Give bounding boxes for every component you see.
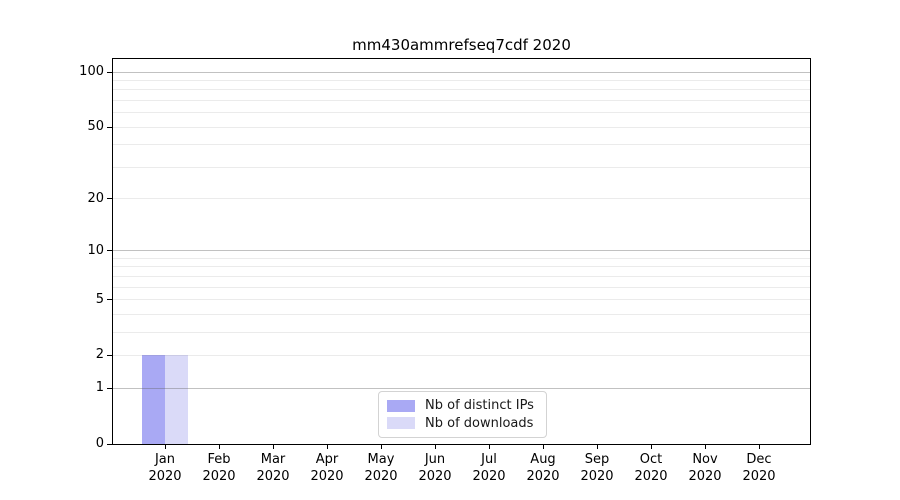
x-tick-label-jun: Jun 2020 <box>418 452 452 484</box>
y-tick-label-1: 1 <box>95 380 104 396</box>
x-tick-jun <box>434 444 436 449</box>
gridline-minor-3 <box>113 331 810 333</box>
legend-item-downloads: Nb of downloads <box>387 416 538 431</box>
y-tick-2 <box>107 354 113 356</box>
x-tick-mar <box>272 444 274 449</box>
gridline-major-10 <box>113 250 810 252</box>
x-tick-label-apr: Apr 2020 <box>310 452 344 484</box>
x-tick-label-mar: Mar 2020 <box>256 452 290 484</box>
gridline-minor-5 <box>113 299 810 301</box>
y-tick-0 <box>107 443 113 445</box>
legend-label-downloads: Nb of downloads <box>425 415 534 431</box>
plot-area: 0 1 2 5 10 20 50 100 Jan 2020 Feb 2020 Mar 2020 Apr… <box>79 58 811 484</box>
x-tick-nov <box>704 444 706 449</box>
x-tick-sep <box>596 444 598 449</box>
legend: Nb of distinct IPs Nb of downloads <box>378 391 547 438</box>
x-tick-oct <box>650 444 652 449</box>
gridline-minor-60 <box>113 112 810 114</box>
x-tick-feb <box>218 444 220 449</box>
x-tick-label-aug: Aug 2020 <box>526 452 560 484</box>
y-tick-label-0: 0 <box>95 436 104 451</box>
x-tick-label-nov: Nov 2020 <box>688 452 722 484</box>
y-tick-10 <box>107 250 113 252</box>
x-tick-label-jul: Jul 2020 <box>472 452 506 484</box>
legend-label-distinct-ips: Nb of distinct IPs <box>425 398 534 414</box>
gridline-minor-30 <box>113 166 810 168</box>
chart-title: mm430ammrefseq7cdf 2020 <box>352 36 571 54</box>
gridline-major-1 <box>113 387 810 389</box>
gridline-minor-4 <box>113 313 810 315</box>
y-tick-1 <box>107 387 113 389</box>
gridline-minor-90 <box>113 80 810 82</box>
x-tick-aug <box>542 444 544 449</box>
x-tick-label-feb: Feb 2020 <box>202 452 236 484</box>
gridline-minor-6 <box>113 286 810 288</box>
gridline-minor-40 <box>113 144 810 146</box>
gridline-minor-8 <box>113 266 810 268</box>
x-tick-label-may: May 2020 <box>364 452 398 484</box>
x-tick-jul <box>488 444 490 449</box>
y-tick-label-2: 2 <box>95 347 104 363</box>
bar-nb-of-distinct-ips-jan <box>142 355 165 444</box>
legend-item-distinct-ips: Nb of distinct IPs <box>387 398 538 413</box>
gridline-minor-70 <box>113 100 810 102</box>
x-tick-jan <box>164 444 166 449</box>
x-tick-label-oct: Oct 2020 <box>634 452 668 484</box>
x-tick-dec <box>758 444 760 449</box>
y-tick-label-5: 5 <box>95 291 104 307</box>
legend-swatch-downloads <box>387 417 415 430</box>
x-tick-apr <box>326 444 328 449</box>
y-tick-5 <box>107 299 113 301</box>
x-tick-label-jan: Jan 2020 <box>148 452 182 484</box>
gridline-minor-2 <box>113 354 810 356</box>
gridline-minor-7 <box>113 275 810 277</box>
legend-swatch-distinct-ips <box>387 399 415 412</box>
gridline-minor-50 <box>113 126 810 128</box>
gridline-minor-20 <box>113 198 810 200</box>
y-tick-label-10: 10 <box>87 242 104 258</box>
x-tick-label-sep: Sep 2020 <box>580 452 614 484</box>
gridline-minor-80 <box>113 89 810 91</box>
x-tick-label-dec: Dec 2020 <box>742 452 776 484</box>
y-tick-label-50: 50 <box>87 119 104 135</box>
gridline-minor-9 <box>113 258 810 259</box>
y-tick-100 <box>107 71 113 73</box>
gridline-major-100 <box>113 71 810 73</box>
y-tick-label-20: 20 <box>87 190 104 206</box>
bar-nb-of-downloads-jan <box>165 355 188 444</box>
y-tick-20 <box>107 198 113 200</box>
y-tick-label-100: 100 <box>79 64 104 80</box>
y-tick-50 <box>107 126 113 128</box>
x-tick-may <box>380 444 382 449</box>
